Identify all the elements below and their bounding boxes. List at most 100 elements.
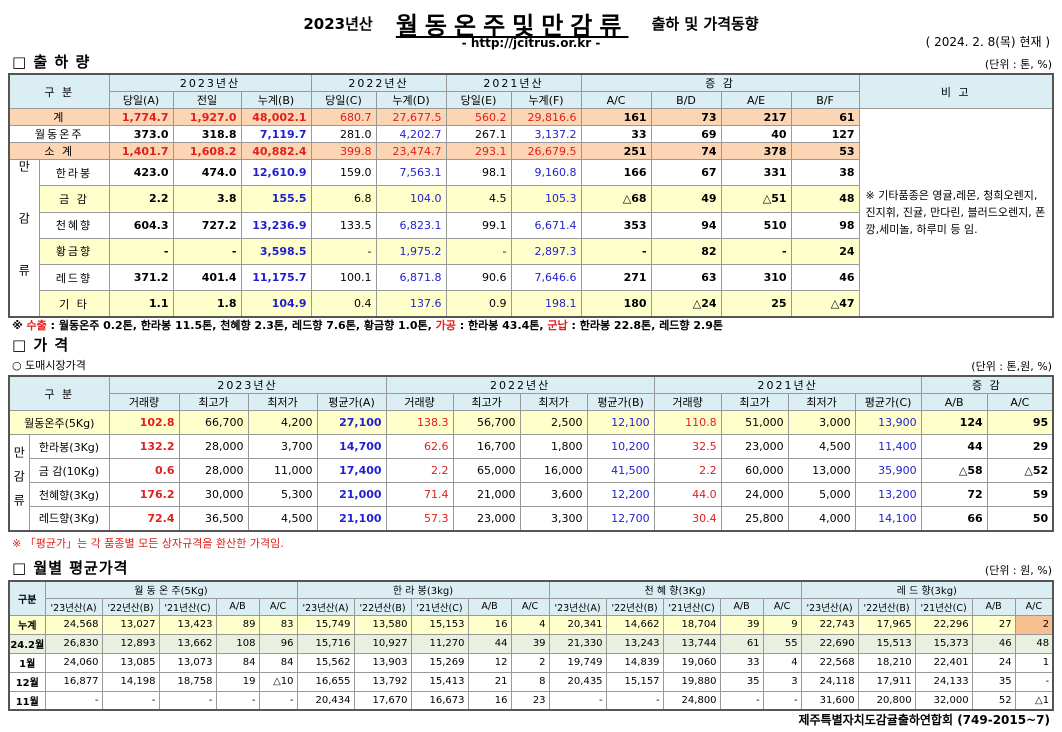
row-label: 11월 [8,690,46,711]
data-row: 계 1,774.7 1,927.0 48,002.1 680.7 27,677.5 560.… [8,108,1054,318]
cell: 44 [920,434,988,459]
cell: 4.5 [445,185,512,213]
column-header: A/C [580,91,652,109]
cell: 15,749 [296,614,355,635]
cell: 48 [790,185,860,213]
cell: - [44,690,103,711]
column-header: 최고가 [178,393,249,411]
cell: 1,975.2 [375,237,447,266]
column-group: 구 분 [8,375,110,411]
footer: 제주특별자치도감귤출하연합회 (749-2015~7) [798,713,1050,727]
cell: 53 [790,142,860,160]
cell: 98.1 [445,158,512,187]
column-group: 한 라 봉(3kg) [296,580,550,599]
cell: 3,000 [787,410,856,435]
column-header: '23년산(A) [296,597,355,616]
cell: 20,800 [857,690,916,711]
cell: 73 [650,108,722,126]
cell: 0.9 [445,290,512,318]
column-header: '23년산(A) [44,597,103,616]
cell: 271 [580,263,652,292]
column-header: '23년산(A) [800,597,859,616]
cell: 23,474.7 [375,142,447,160]
section-title: □ 출 하 량 [12,53,91,71]
title-block: 2023년산 월동온주및만감류 출하 및 가격동향 [0,6,1062,41]
cell: 2,500 [519,410,588,435]
cell: 63 [650,263,722,292]
cell: 21,100 [316,506,387,531]
cell: 124 [920,410,988,435]
cell: 510 [720,211,792,239]
cell: 104.9 [240,290,312,318]
column-header: '21년산(C) [410,597,469,616]
data-row: 금 감(10Kg) 0.6 28,000 11,000 17,400 2.2 65,000 1… [9,458,1054,483]
cell: 65,000 [452,458,521,483]
cell: - [258,690,298,711]
row-label: 월동온주 [8,125,110,143]
cell: 18,758 [158,671,217,692]
cell: - [548,690,607,711]
cell: 7,119.7 [240,125,312,143]
cell: 33 [719,652,764,673]
row-label: 천혜향(3Kg) [28,482,110,507]
column-header: '22년산(B) [605,597,664,616]
note-part: : 월동온주 0.2톤, 한라봉 11.5톤, 천혜향 2.3톤, 레드향 7.… [46,319,436,332]
cell: △51 [720,185,792,213]
column-group: 증 감 [580,73,860,92]
cell: 39 [719,614,764,635]
cell: - [108,237,174,266]
row-label: 누계 [8,614,46,635]
cell: 15,413 [410,671,469,692]
cell: 267.1 [445,125,512,143]
column-header: 누계(B) [240,91,312,109]
cell: 48,002.1 [240,108,312,126]
unit: (단위 : 원, %) [984,564,1052,577]
cell: 32.5 [653,434,722,459]
row-label: 레드향 [38,263,110,292]
price-note: ※ 「평균가」는 각 품종별 모든 상자규격을 환산한 가격임. [12,537,284,550]
cell: 7,646.6 [510,263,582,292]
column-header: 평균가(B) [586,393,655,411]
cell: 17,400 [316,458,387,483]
cell: 293.1 [445,142,512,160]
cell: 281.0 [310,125,377,143]
column-header: '23년산(A) [548,597,607,616]
cell: △58 [920,458,988,483]
row-label: 1월 [8,652,46,673]
column-header: 전일 [172,91,242,109]
column-header: 당일(E) [445,91,512,109]
column-group: 레 드 향(3kg) [800,580,1054,599]
cell: 399.8 [310,142,377,160]
row-label: 한라봉(3Kg) [28,434,110,459]
cell: 13,000 [787,458,856,483]
data-row: 황금향 - -3,598.5-1,975.2-2,897.3-82-24 [9,237,1054,266]
column-header: 최고가 [720,393,789,411]
cell: 33 [580,125,652,143]
cell: 41,500 [586,458,655,483]
cell: - [310,237,377,266]
cell: 74 [650,142,722,160]
cell: 161 [580,108,652,126]
cell: 28,000 [178,434,249,459]
monthly-table: 구분 월 동 온 주(5Kg) 한 라 봉(3kg) 천 혜 향(3Kg) 레 드 향(… [8,580,1055,711]
column-group: 월 동 온 주(5Kg) [44,580,298,599]
cell: 2 [510,652,550,673]
cell: 66,700 [178,410,249,435]
cell: 13,243 [605,633,664,654]
cell: 24,800 [662,690,721,711]
cell: 100.1 [310,263,377,292]
cell: 11,400 [854,434,922,459]
section-title: □ 월별 평균가격 [12,559,129,577]
cell: 9 [762,614,802,635]
data-row: 천혜향(3Kg) 176.2 30,000 5,300 21,000 71.4 21,000… [9,482,1054,507]
cell: 82 [650,237,722,266]
cell: 11,000 [247,458,318,483]
cell: 2 [1014,614,1054,635]
cell: 26,830 [44,633,103,654]
row-label: 금 감(10Kg) [28,458,110,483]
cell: 2.2 [653,458,722,483]
cell: △47 [790,290,860,318]
cell: 48 [1014,633,1054,654]
data-row: 만감류 한라봉(3Kg) 132.2 28,000 3,700 14,700 62.6 16,… [8,434,1054,531]
